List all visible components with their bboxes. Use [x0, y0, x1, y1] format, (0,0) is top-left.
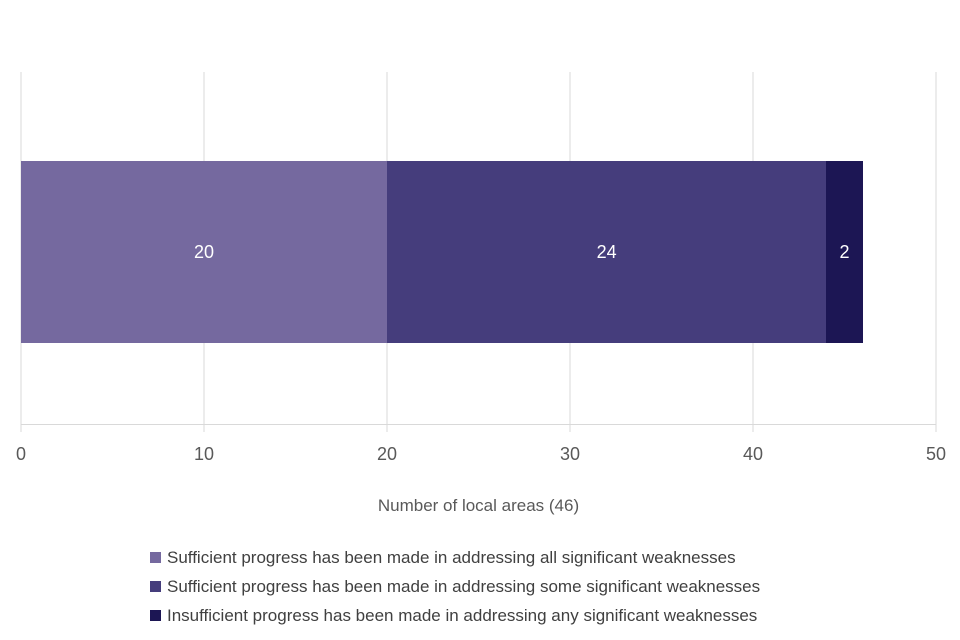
gridline	[935, 72, 937, 432]
x-tick-label: 40	[742, 444, 764, 464]
stacked-bar: 20 24 2	[21, 161, 936, 343]
plot-area: 20 24 2	[20, 72, 937, 432]
legend: Sufficient progress has been made in add…	[150, 545, 760, 628]
x-tick-label: 20	[376, 444, 398, 464]
legend-item: Sufficient progress has been made in add…	[150, 545, 760, 570]
legend-label: Insufficient progress has been made in a…	[167, 605, 758, 625]
legend-item: Sufficient progress has been made in add…	[150, 574, 760, 599]
x-tick-label: 0	[15, 444, 27, 464]
x-tick-label: 10	[193, 444, 215, 464]
bar-segment: 24	[387, 161, 827, 343]
x-axis-line	[21, 424, 936, 425]
x-axis-ticks: 0 10 20 30 40 50	[16, 444, 946, 466]
legend-item: Insufficient progress has been made in a…	[150, 603, 760, 628]
legend-marker-icon	[150, 581, 161, 592]
legend-label: Sufficient progress has been made in add…	[167, 576, 761, 596]
x-tick-label: 30	[559, 444, 581, 464]
bar-segment: 2	[826, 161, 863, 343]
bar-value-label: 2	[839, 242, 850, 262]
x-axis-title: Number of local areas (46)	[377, 496, 580, 515]
bar-value-label: 24	[596, 242, 617, 262]
x-tick-label: 50	[925, 444, 947, 464]
bar-segment: 20	[21, 161, 387, 343]
legend-marker-icon	[150, 610, 161, 621]
legend-label: Sufficient progress has been made in add…	[167, 547, 736, 567]
legend-marker-icon	[150, 552, 161, 563]
bar-value-label: 20	[193, 242, 215, 262]
